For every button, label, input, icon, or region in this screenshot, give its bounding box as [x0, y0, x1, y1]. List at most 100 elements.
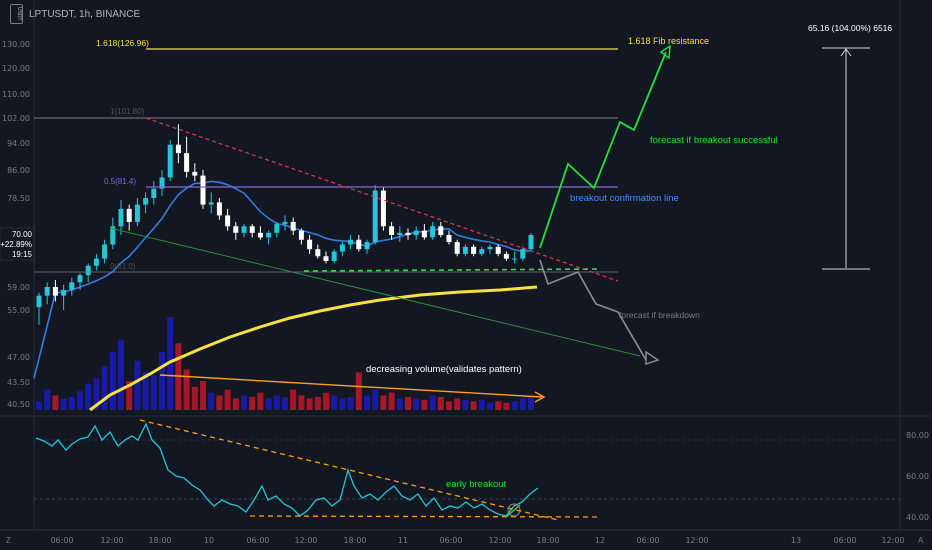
candle: [380, 186, 386, 231]
candle: [438, 221, 444, 238]
ma-slow-line: [89, 285, 538, 412]
candle: [216, 198, 222, 220]
price-tick: 130.00: [2, 40, 30, 49]
price-tick: 40.50: [7, 400, 30, 409]
time-tick: 12:00: [294, 536, 317, 545]
log-scale-toggle[interactable]: Z: [6, 536, 11, 545]
candle: [405, 228, 411, 240]
candle: [290, 217, 296, 235]
candle: [118, 200, 124, 235]
candle: [339, 242, 345, 257]
volume-bar: [519, 398, 526, 410]
early-breakout-arrow: [505, 504, 521, 518]
volume-bar: [93, 378, 100, 410]
time-tick: 06:00: [439, 536, 462, 545]
chart-header: USDT LPTUSDT, 1h, BINANCE: [10, 4, 140, 24]
volume-bar: [257, 392, 264, 410]
price-tick: 86.00: [7, 166, 30, 175]
volume-bar: [150, 375, 157, 410]
candle: [134, 198, 140, 227]
time-tick: 06:00: [833, 536, 856, 545]
volume-bar: [200, 381, 206, 410]
candle: [421, 224, 427, 240]
early-breakout-label: early breakout: [446, 479, 507, 490]
time-tick: 12:00: [488, 536, 511, 545]
fib-1-label: 1(101.80): [110, 107, 145, 116]
candle: [225, 208, 231, 231]
price-tick: 59.00: [7, 283, 30, 292]
candle: [257, 226, 263, 240]
volume-bar: [323, 392, 329, 410]
volume-bar: [503, 402, 510, 410]
candle: [430, 221, 436, 240]
candle: [323, 251, 329, 264]
measure-label: 65.16 (104.00%) 6516: [808, 23, 892, 33]
time-tick: 18:00: [536, 536, 559, 545]
breakout-line-label: breakout confirmation line: [570, 193, 679, 204]
candle: [397, 226, 403, 243]
volume-bar: [232, 398, 239, 410]
time-axis-ticks: 06:00 12:00 18:00 10 06:00 12:00 18:00 11 06:00 1…: [50, 536, 904, 545]
symbol-title[interactable]: LPTUSDT, 1h, BINANCE: [29, 8, 141, 20]
time-tick: 12:00: [100, 536, 123, 545]
time-tick: 11: [398, 536, 408, 545]
volume-bar: [273, 395, 280, 410]
candle: [298, 228, 304, 245]
volume-bar: [134, 360, 141, 410]
candle: [151, 181, 157, 205]
price-tick: 120.00: [2, 64, 30, 73]
time-tick: 13: [791, 536, 801, 545]
forecast-down-arrowhead: [645, 350, 660, 365]
price-tick: 43.50: [7, 378, 30, 387]
candle: [274, 221, 280, 238]
candle: [266, 230, 272, 245]
time-tick: 10: [204, 536, 214, 545]
volume-trend-arrowhead: [534, 391, 546, 403]
volume-bar: [208, 392, 215, 410]
volume-bar: [429, 395, 436, 410]
volume-bar: [282, 396, 288, 410]
time-tick: 12: [595, 536, 605, 545]
time-tick: 06:00: [246, 536, 269, 545]
candle: [208, 192, 214, 214]
volume-bar: [101, 366, 108, 410]
candle: [249, 224, 255, 238]
auto-scale-toggle[interactable]: A: [918, 536, 924, 545]
volume-bar: [413, 398, 420, 410]
volume-bar: [85, 383, 92, 410]
volume-bar: [396, 398, 403, 410]
candle: [61, 284, 67, 310]
volume-bar: [241, 395, 247, 410]
volume-bar: [77, 391, 83, 410]
fib-0-label: 0(61.0): [110, 262, 136, 271]
candle: [413, 226, 419, 240]
support-dashed-line: [303, 268, 601, 272]
fib-1618-left-label: 1.618(126.96): [96, 38, 149, 48]
time-tick: 18:00: [148, 536, 171, 545]
volume-bar: [388, 392, 395, 410]
volume-bar: [224, 389, 231, 410]
measure-arrowhead: [840, 48, 852, 57]
last-price: 70.00: [12, 230, 33, 239]
forecast-success-label: forecast if breakout successful: [650, 135, 778, 146]
volume-bar: [216, 395, 223, 410]
forecast-breakdown-label: forecast if breakdown: [619, 310, 700, 320]
candle: [44, 282, 50, 305]
candles: [36, 124, 534, 325]
volume-bar: [347, 396, 354, 410]
volume-bar: [52, 395, 59, 410]
volume-bar: [36, 401, 42, 410]
candle: [512, 251, 518, 264]
rsi-tick: 60.00: [906, 472, 929, 481]
last-price-badge: 70.00 +22.89% 19:15: [0, 227, 35, 261]
rsi-pane: [34, 419, 900, 521]
candle: [167, 139, 173, 182]
candle: [102, 239, 108, 264]
volume-bar: [331, 395, 338, 410]
candle: [479, 246, 485, 257]
candle: [471, 244, 477, 257]
candle: [85, 263, 91, 283]
rsi-axis-ticks: 80.00 60.00 40.00: [906, 431, 929, 522]
forecast-up-arrowhead: [659, 44, 671, 60]
